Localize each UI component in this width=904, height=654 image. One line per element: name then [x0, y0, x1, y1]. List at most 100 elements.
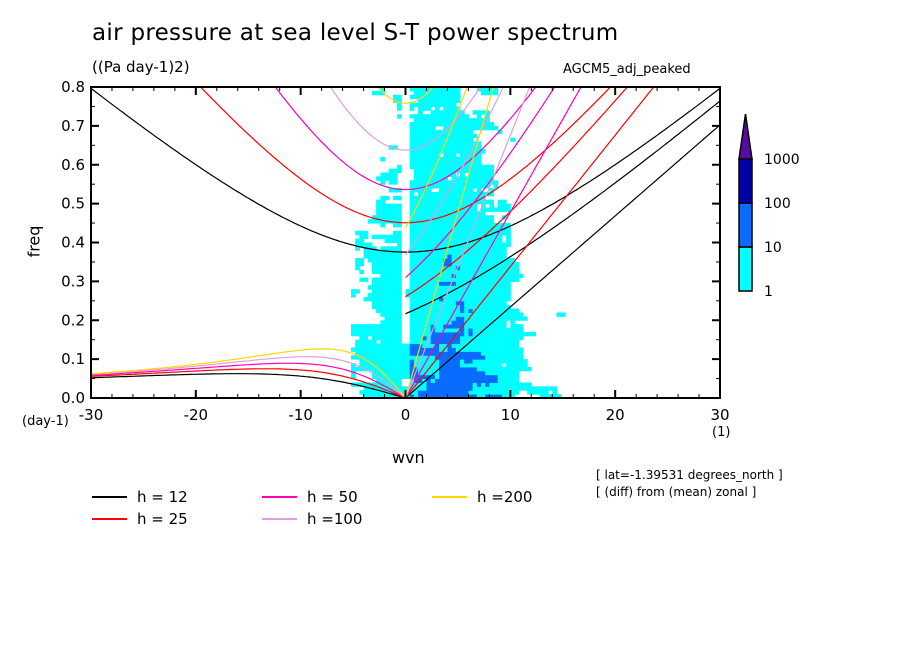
contour-cell	[460, 125, 465, 131]
contour-cell	[443, 273, 448, 278]
contour-cell	[455, 215, 461, 220]
dispersion-curve	[91, 348, 406, 398]
contour-cell	[480, 184, 486, 189]
contour-cell	[501, 366, 507, 372]
contour-cell	[413, 343, 419, 348]
contour-cell	[510, 374, 516, 380]
contour-cell	[367, 324, 373, 329]
contour-cell	[476, 359, 482, 364]
contour-cell	[497, 390, 503, 395]
contour-cell	[451, 102, 457, 107]
colorbar-label: 100	[764, 196, 791, 212]
contour-cell	[376, 394, 381, 399]
contour-cell	[434, 172, 440, 177]
contour-cell	[506, 296, 511, 302]
contour-cell	[493, 87, 499, 92]
contour-cell	[388, 277, 394, 282]
contour-cell	[384, 394, 390, 399]
contour-cell	[418, 316, 423, 321]
contour-cell	[472, 125, 478, 131]
contour-cell	[443, 285, 448, 290]
contour-cell	[397, 230, 402, 236]
contour-cell	[367, 219, 373, 224]
contour-cell	[434, 219, 440, 224]
dispersion-curve	[91, 373, 406, 398]
contour-cell	[413, 172, 419, 177]
contour-cell	[514, 335, 520, 341]
contour-cell	[451, 125, 457, 131]
contour-cell	[485, 207, 490, 212]
contour-cell	[535, 386, 541, 391]
contour-cell	[418, 121, 423, 127]
contour-cell	[367, 285, 373, 290]
contour-cell	[422, 191, 427, 197]
contour-cell	[493, 339, 499, 345]
contour-cell	[510, 312, 516, 317]
x-tick-label: 10	[501, 406, 520, 424]
contour-cell	[468, 374, 474, 380]
contour-cell	[350, 293, 356, 298]
contour-cell	[460, 374, 465, 380]
contour-cell	[493, 378, 499, 383]
contour-cell	[451, 110, 457, 115]
contour-cell	[367, 258, 373, 263]
contour-cell	[455, 366, 461, 372]
contour-cell	[514, 378, 520, 383]
contour-cell	[464, 355, 469, 360]
contour-cell	[464, 114, 469, 119]
contour-cell	[439, 366, 444, 372]
contour-cell	[455, 94, 461, 100]
contour-cell	[439, 250, 444, 255]
contour-cell	[497, 328, 503, 333]
contour-cell	[514, 374, 520, 380]
contour-cell	[380, 331, 386, 337]
contour-cell	[464, 153, 469, 158]
contour-cell	[455, 145, 461, 150]
contour-cell	[384, 328, 390, 333]
contour-cell	[489, 203, 495, 209]
contour-cell	[443, 223, 448, 228]
contour-cell	[493, 258, 499, 263]
contour-cell	[468, 176, 474, 181]
contour-cell	[485, 382, 490, 387]
contour-cell	[497, 324, 503, 329]
contour-cell	[480, 366, 486, 372]
contour-cell	[430, 312, 436, 317]
contour-cell	[413, 316, 419, 321]
contour-cell	[430, 265, 436, 271]
contour-cell	[397, 293, 402, 298]
contour-cell	[367, 250, 373, 255]
contour-cell	[384, 273, 390, 278]
contour-cell	[434, 254, 440, 259]
contour-cell	[443, 269, 448, 275]
contour-cell	[522, 316, 528, 321]
contour-cell	[447, 87, 453, 92]
contour-cell	[464, 363, 469, 368]
contour-cell	[439, 386, 444, 391]
contour-cell	[439, 195, 444, 201]
contour-cell	[485, 199, 490, 205]
contour-cell	[422, 234, 427, 240]
contour-cell	[418, 308, 423, 313]
contour-cell	[409, 300, 415, 306]
contour-cell	[506, 277, 511, 282]
contour-cell	[451, 242, 457, 247]
contour-cell	[376, 308, 381, 313]
contour-cell	[464, 191, 469, 197]
contour-cell	[468, 242, 474, 247]
contour-cell	[418, 176, 423, 181]
contour-cell	[434, 378, 440, 383]
contour-cell	[497, 312, 503, 317]
contour-cell	[451, 168, 457, 174]
contour-cell	[455, 374, 461, 380]
contour-cell	[388, 386, 394, 391]
contour-cell	[397, 106, 402, 111]
contour-cell	[388, 339, 394, 345]
contour-cell	[422, 254, 427, 259]
contour-cell	[426, 347, 432, 352]
contour-cell	[447, 324, 453, 329]
contour-cell	[409, 394, 415, 399]
contour-cell	[493, 207, 499, 212]
contour-cell	[497, 335, 503, 341]
contour-cell	[485, 347, 490, 352]
